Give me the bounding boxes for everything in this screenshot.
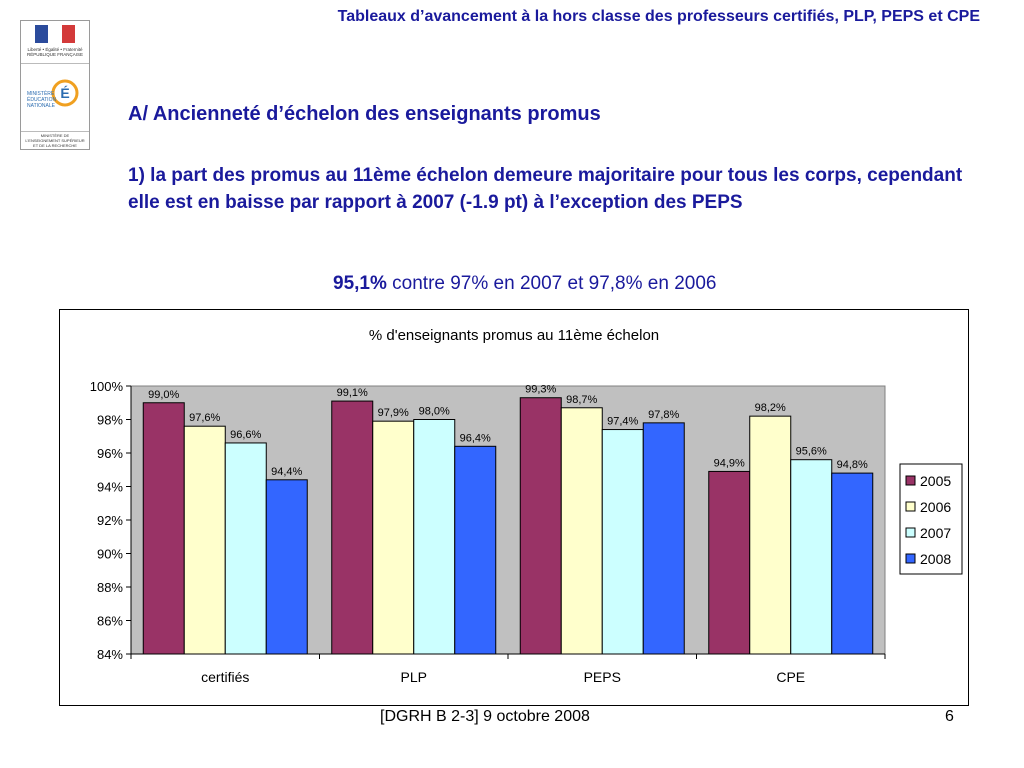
data-label: 96,6% xyxy=(230,429,261,441)
data-label: 97,9% xyxy=(378,407,409,419)
data-label: 99,3% xyxy=(525,384,556,396)
bar-2006 xyxy=(372,420,415,655)
y-tick-label: 100% xyxy=(90,379,124,394)
data-label: 98,0% xyxy=(419,406,450,418)
bar-2005 xyxy=(519,397,562,655)
y-tick-label: 94% xyxy=(97,480,123,495)
bar-2006 xyxy=(560,407,603,655)
data-label: 94,4% xyxy=(271,466,302,478)
y-tick-label: 88% xyxy=(97,580,123,595)
chart-title: % d'enseignants promus au 11ème échelon xyxy=(369,327,659,344)
e-circle-icon: É xyxy=(51,79,79,107)
recherche-text: MINISTÈRE DE L'ENSEIGNEMENT SUPÉRIEUR ET… xyxy=(25,133,85,148)
bar-2006 xyxy=(183,425,226,655)
svg-text:É: É xyxy=(60,85,69,101)
legend-swatch xyxy=(905,475,916,486)
bar-2008 xyxy=(831,472,874,655)
bar-2005 xyxy=(331,400,374,655)
data-label: 99,0% xyxy=(148,389,179,401)
bar-2007 xyxy=(790,459,833,655)
page-number: 6 xyxy=(945,708,954,725)
section-heading: A/ Ancienneté d’échelon des enseignants … xyxy=(128,103,601,125)
subheading: 1) la part des promus au 11ème échelon d… xyxy=(128,165,963,213)
bar-2008 xyxy=(642,422,685,655)
bar-2006 xyxy=(749,415,792,655)
legend-label: 2008 xyxy=(920,551,951,567)
bar-2008 xyxy=(454,445,497,655)
data-label: 97,4% xyxy=(607,416,638,428)
republique-text: Liberté • Égalité • Fraternité RÉPUBLIQU… xyxy=(27,47,84,57)
x-tick-label: CPE xyxy=(776,669,805,685)
y-tick-label: 98% xyxy=(97,413,123,428)
bar-2008 xyxy=(265,479,308,655)
bar-2005 xyxy=(142,402,185,655)
highlight-value: 95,1% xyxy=(333,273,387,294)
logo-divider xyxy=(21,63,89,64)
education-logo: É MINISTÈRE ÉDUCATION NATIONALE xyxy=(27,69,83,127)
logo-divider xyxy=(21,131,89,132)
legend-swatch xyxy=(905,501,916,512)
y-tick-label: 90% xyxy=(97,547,123,562)
bar-2007 xyxy=(413,419,456,655)
bar-2007 xyxy=(224,442,267,655)
data-label: 98,7% xyxy=(566,394,597,406)
data-label: 96,4% xyxy=(460,432,491,444)
legend-label: 2006 xyxy=(920,499,951,515)
data-label: 94,9% xyxy=(714,457,745,469)
bar-2005 xyxy=(708,470,751,655)
legend-label: 2007 xyxy=(920,525,951,541)
y-tick-label: 86% xyxy=(97,614,123,629)
data-label: 99,1% xyxy=(337,387,368,399)
legend-swatch xyxy=(905,527,916,538)
data-label: 94,8% xyxy=(837,459,868,471)
bar-chart: % d'enseignants promus au 11ème échelon 8… xyxy=(90,327,963,685)
legend-swatch xyxy=(905,553,916,564)
highlight-rest: contre 97% en 2007 et 97,8% en 2006 xyxy=(386,273,717,294)
data-label: 95,6% xyxy=(796,446,827,458)
y-tick-label: 96% xyxy=(97,446,123,461)
republique-logo: Liberté • Égalité • Fraternité RÉPUBLIQU… xyxy=(27,25,83,61)
education-text: MINISTÈRE ÉDUCATION NATIONALE xyxy=(27,91,57,109)
data-label: 98,2% xyxy=(755,402,786,414)
bar-2007 xyxy=(601,429,644,655)
footer-reference: [DGRH B 2-3] 9 octobre 2008 xyxy=(380,708,590,725)
x-tick-label: PLP xyxy=(401,669,427,685)
data-label: 97,8% xyxy=(648,409,679,421)
highlight-line: 95,1% contre 97% en 2007 et 97,8% en 200… xyxy=(333,273,716,295)
slide-header-title: Tableaux d’avancement à la hors classe d… xyxy=(337,8,980,25)
french-flag-icon xyxy=(35,25,75,43)
legend-label: 2005 xyxy=(920,473,951,489)
y-tick-label: 84% xyxy=(97,647,123,662)
y-tick-label: 92% xyxy=(97,513,123,528)
ministry-logo: Liberté • Égalité • Fraternité RÉPUBLIQU… xyxy=(20,20,90,150)
x-tick-label: certifiés xyxy=(201,669,249,685)
x-tick-label: PEPS xyxy=(584,669,621,685)
data-label: 97,6% xyxy=(189,412,220,424)
chart-frame: % d'enseignants promus au 11ème échelon 8… xyxy=(59,309,969,706)
